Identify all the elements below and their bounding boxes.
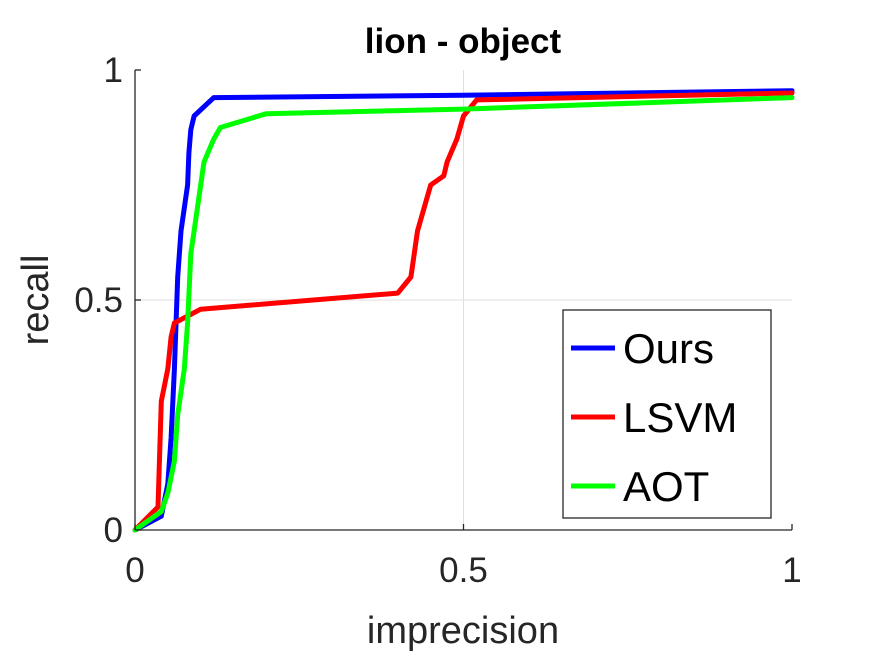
x-tick-label: 1	[782, 551, 801, 590]
legend-box	[562, 309, 772, 519]
tick-labels: 0 0.5 1 0 0.5 1	[74, 51, 801, 590]
series-line-aot	[132, 95, 795, 533]
x-tick-label: 0	[125, 551, 144, 590]
x-tick-label: 0.5	[439, 551, 488, 590]
legend-label-aot: AOT	[623, 463, 709, 510]
series-line-ours	[132, 88, 795, 533]
y-tick-label: 1	[104, 51, 123, 90]
legend: Ours LSVM AOT	[562, 309, 772, 519]
series-layer	[132, 88, 795, 533]
axes	[134, 69, 793, 531]
y-axis-label: recall	[15, 255, 57, 346]
grid-lines	[135, 70, 792, 530]
x-axis-label: imprecision	[367, 610, 559, 652]
legend-label-lsvm: LSVM	[623, 394, 737, 441]
legend-label-ours: Ours	[623, 325, 714, 372]
series-line-lsvm	[132, 90, 795, 533]
chart-title: lion - object	[365, 22, 562, 61]
y-tick-label: 0	[104, 511, 123, 550]
y-tick-label: 0.5	[74, 281, 123, 320]
